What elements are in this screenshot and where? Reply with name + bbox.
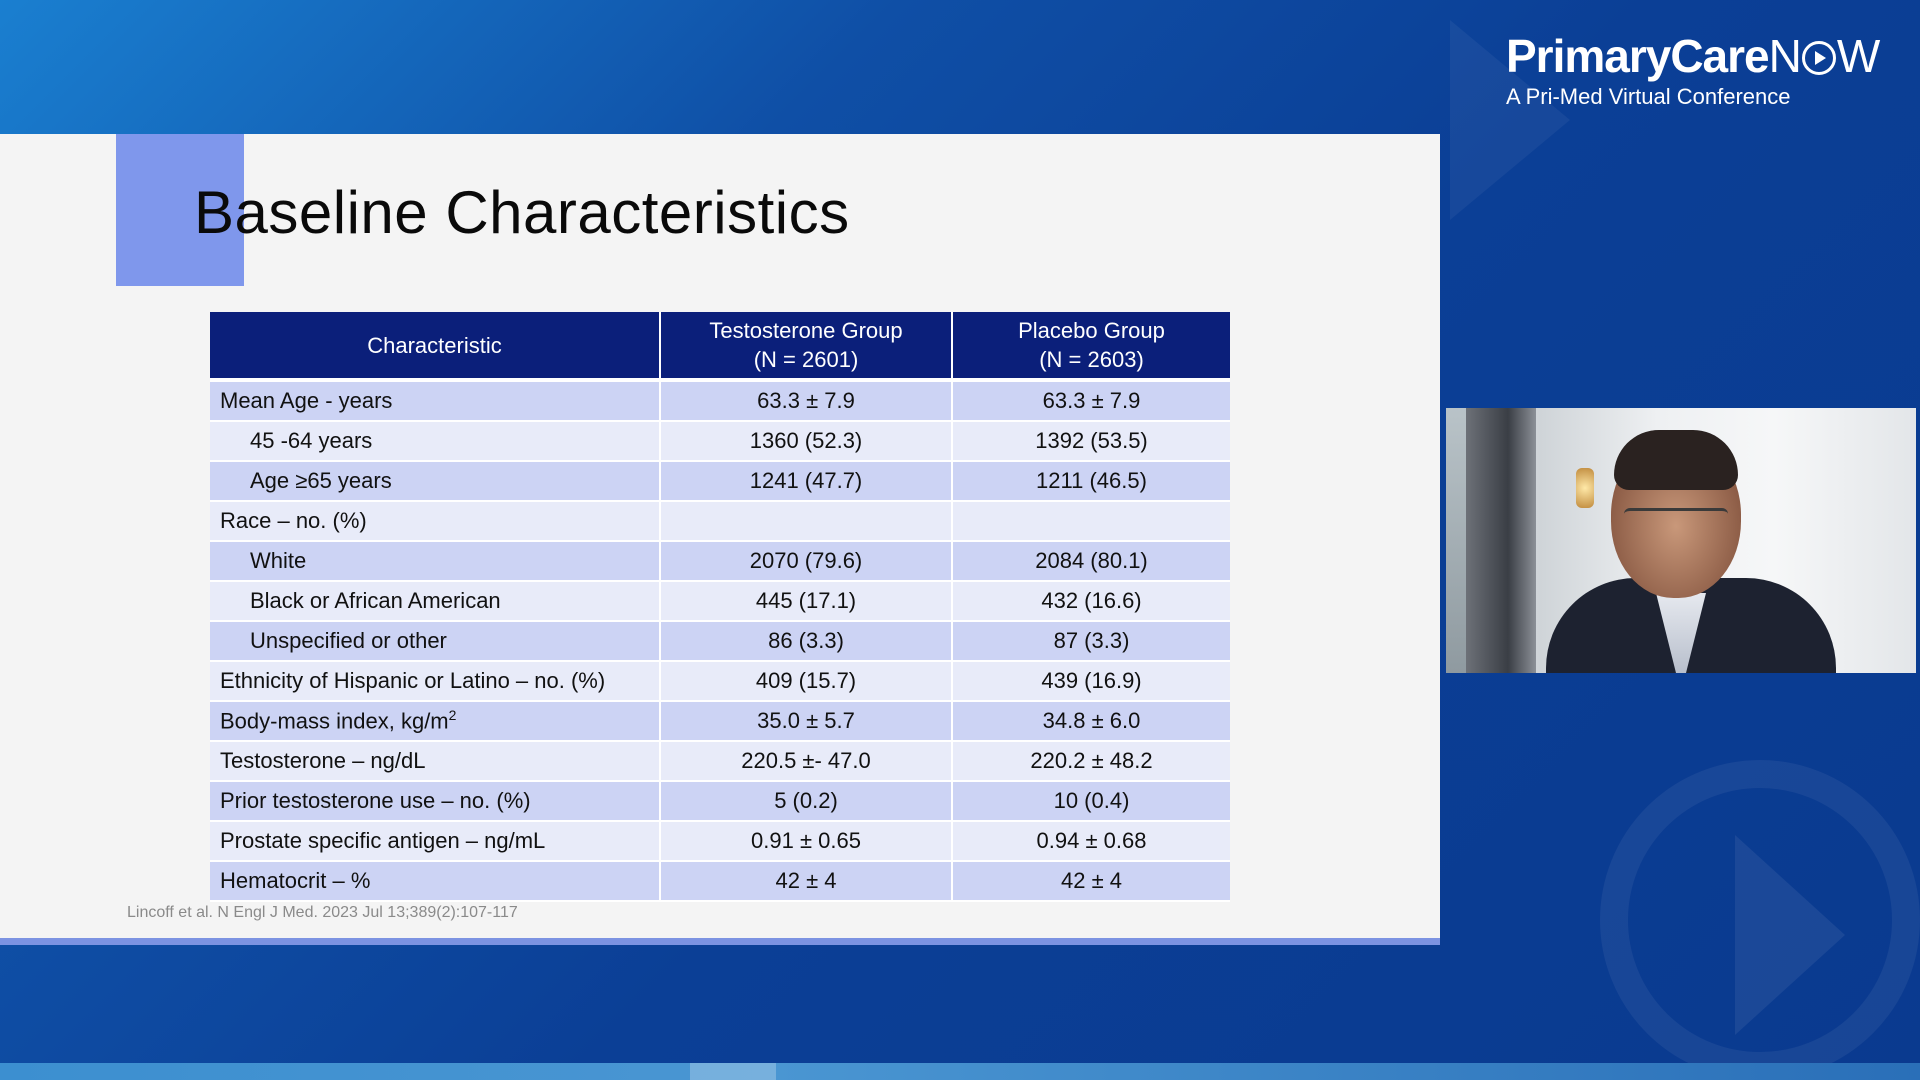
- table-row: Prior testosterone use – no. (%) 5 (0.2)…: [210, 781, 1230, 822]
- row-label: Age ≥65 years: [210, 461, 661, 502]
- placebo-value: 0.94 ± 0.68: [952, 821, 1230, 862]
- brand-name: PrimaryCareN W: [1506, 30, 1880, 82]
- table-row: Age ≥65 years 1241 (47.7) 1211 (46.5): [210, 461, 1230, 502]
- testosterone-value: 445 (17.1): [660, 581, 953, 622]
- testosterone-value: 0.91 ± 0.65: [660, 821, 953, 862]
- placebo-value: 432 (16.6): [952, 581, 1230, 622]
- row-label: Testosterone – ng/dL: [210, 741, 661, 782]
- slide-title: Baseline Characteristics: [194, 179, 850, 246]
- placebo-value: 87 (3.3): [952, 621, 1230, 662]
- testosterone-value: 42 ± 4: [660, 861, 953, 902]
- wall-lamp: [1576, 468, 1594, 508]
- testosterone-value: 2070 (79.6): [660, 541, 953, 582]
- header-testosterone-group: Testosterone Group (N = 2601): [660, 312, 953, 382]
- placebo-value: 63.3 ± 7.9: [952, 380, 1230, 422]
- background-decoration: [1450, 20, 1570, 220]
- testosterone-value: 409 (15.7): [660, 661, 953, 702]
- row-label: White: [210, 541, 661, 582]
- testosterone-value: 35.0 ± 5.7: [660, 701, 953, 742]
- table-header-row: Characteristic Testosterone Group (N = 26…: [210, 312, 1230, 382]
- table-row: Prostate specific antigen – ng/mL 0.91 ±…: [210, 821, 1230, 862]
- citation: Lincoff et al. N Engl J Med. 2023 Jul 13…: [127, 904, 518, 921]
- table-row: Race – no. (%): [210, 501, 1230, 542]
- table-row: Black or African American 445 (17.1) 432…: [210, 581, 1230, 622]
- placebo-value: 439 (16.9): [952, 661, 1230, 702]
- progress-thumb[interactable]: [690, 1063, 776, 1080]
- testosterone-value: 5 (0.2): [660, 781, 953, 822]
- testosterone-value: 220.5 ±- 47.0: [660, 741, 953, 782]
- header-characteristic: Characteristic: [210, 312, 661, 382]
- placebo-value: 2084 (80.1): [952, 541, 1230, 582]
- testosterone-value: 86 (3.3): [660, 621, 953, 662]
- table-row: 45 -64 years 1360 (52.3) 1392 (53.5): [210, 421, 1230, 462]
- placebo-value: 220.2 ± 48.2: [952, 741, 1230, 782]
- table-row: Hematocrit – % 42 ± 4 42 ± 4: [210, 861, 1230, 902]
- placebo-value: 34.8 ± 6.0: [952, 701, 1230, 742]
- testosterone-value: 63.3 ± 7.9: [660, 380, 953, 422]
- placebo-value: 42 ± 4: [952, 861, 1230, 902]
- table-row: Mean Age - years 63.3 ± 7.9 63.3 ± 7.9: [210, 380, 1230, 422]
- placebo-value: 1211 (46.5): [952, 461, 1230, 502]
- row-label: Prostate specific antigen – ng/mL: [210, 821, 661, 862]
- slide-bottom-bar: [0, 938, 1440, 945]
- row-label: 45 -64 years: [210, 421, 661, 462]
- table-row: Ethnicity of Hispanic or Latino – no. (%…: [210, 661, 1230, 702]
- table-row: White 2070 (79.6) 2084 (80.1): [210, 541, 1230, 582]
- brand-logo: PrimaryCareN W A Pri-Med Virtual Conferen…: [1506, 30, 1880, 110]
- placebo-value: 1392 (53.5): [952, 421, 1230, 462]
- background-play-decoration: [1735, 835, 1845, 1035]
- title-accent-block: [116, 134, 244, 286]
- header-placebo-group: Placebo Group (N = 2603): [952, 312, 1230, 382]
- baseline-characteristics-table: Characteristic Testosterone Group (N = 26…: [210, 312, 1230, 902]
- placebo-value: 10 (0.4): [952, 781, 1230, 822]
- table-row: Body-mass index, kg/m2 35.0 ± 5.7 34.8 ±…: [210, 701, 1230, 742]
- row-label: Mean Age - years: [210, 380, 661, 422]
- row-label: Hematocrit – %: [210, 861, 661, 902]
- row-label: Prior testosterone use – no. (%): [210, 781, 661, 822]
- presentation-slide: Baseline Characteristics Characteristic …: [0, 134, 1440, 938]
- testosterone-value: 1241 (47.7): [660, 461, 953, 502]
- row-label: Ethnicity of Hispanic or Latino – no. (%…: [210, 661, 661, 702]
- speaker-video[interactable]: [1446, 408, 1916, 673]
- table-row: Testosterone – ng/dL 220.5 ±- 47.0 220.2…: [210, 741, 1230, 782]
- play-circle-icon: [1801, 41, 1836, 75]
- row-label: Race – no. (%): [210, 501, 661, 542]
- video-progress-strip[interactable]: [0, 1063, 1920, 1080]
- testosterone-value: 1360 (52.3): [660, 421, 953, 462]
- row-label: Unspecified or other: [210, 621, 661, 662]
- row-label: Black or African American: [210, 581, 661, 622]
- table-row: Unspecified or other 86 (3.3) 87 (3.3): [210, 621, 1230, 662]
- placebo-value: [952, 501, 1230, 542]
- testosterone-value: [660, 501, 953, 542]
- row-label: Body-mass index, kg/m2: [210, 701, 661, 742]
- brand-tagline: A Pri-Med Virtual Conference: [1506, 84, 1791, 109]
